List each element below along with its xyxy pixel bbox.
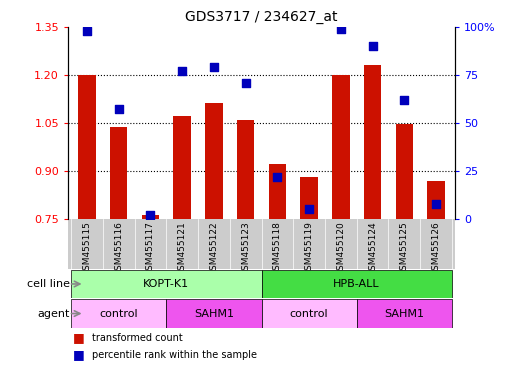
Text: GSM455120: GSM455120: [336, 221, 345, 276]
Point: [400, 97, 408, 103]
Bar: [332, 75, 349, 219]
Point: [305, 206, 313, 212]
Bar: [78, 74, 96, 219]
Text: HPB-ALL: HPB-ALL: [333, 279, 380, 289]
Text: GSM455123: GSM455123: [241, 221, 250, 276]
Point: [115, 106, 123, 113]
Text: GSM455124: GSM455124: [368, 221, 377, 276]
Text: GSM455126: GSM455126: [431, 221, 440, 276]
Point: [83, 28, 91, 34]
Text: transformed count: transformed count: [92, 333, 183, 343]
Bar: [71, 270, 262, 298]
Bar: [142, 215, 159, 219]
Bar: [71, 299, 166, 328]
Text: GSM455119: GSM455119: [304, 221, 314, 276]
Bar: [262, 299, 357, 328]
Point: [273, 174, 281, 180]
Text: GSM455117: GSM455117: [146, 221, 155, 276]
Point: [368, 43, 377, 49]
Title: GDS3717 / 234627_at: GDS3717 / 234627_at: [185, 10, 338, 25]
Bar: [110, 127, 128, 219]
Bar: [395, 124, 413, 219]
Bar: [269, 164, 286, 219]
Text: control: control: [290, 308, 328, 319]
Text: GSM455125: GSM455125: [400, 221, 409, 276]
Bar: [262, 270, 452, 298]
Point: [178, 68, 186, 74]
Text: agent: agent: [37, 308, 70, 319]
Text: control: control: [99, 308, 138, 319]
Text: KOPT-K1: KOPT-K1: [143, 279, 189, 289]
Text: GSM455118: GSM455118: [273, 221, 282, 276]
Bar: [300, 177, 318, 219]
Point: [337, 26, 345, 32]
Point: [432, 200, 440, 207]
Bar: [364, 65, 381, 219]
Bar: [357, 299, 452, 328]
Text: GSM455121: GSM455121: [178, 221, 187, 276]
Bar: [205, 103, 223, 219]
Text: GSM455116: GSM455116: [114, 221, 123, 276]
Bar: [237, 120, 254, 219]
Point: [210, 64, 218, 70]
Text: ■: ■: [73, 348, 85, 361]
Point: [242, 79, 250, 86]
Text: SAHM1: SAHM1: [194, 308, 234, 319]
Text: cell line: cell line: [27, 279, 70, 289]
Bar: [174, 116, 191, 219]
Point: [146, 212, 155, 218]
Text: ■: ■: [73, 331, 85, 344]
Text: SAHM1: SAHM1: [384, 308, 424, 319]
Text: percentile rank within the sample: percentile rank within the sample: [92, 350, 256, 360]
Text: GSM455115: GSM455115: [83, 221, 92, 276]
Bar: [427, 181, 445, 219]
Bar: [166, 299, 262, 328]
Text: GSM455122: GSM455122: [209, 221, 219, 276]
